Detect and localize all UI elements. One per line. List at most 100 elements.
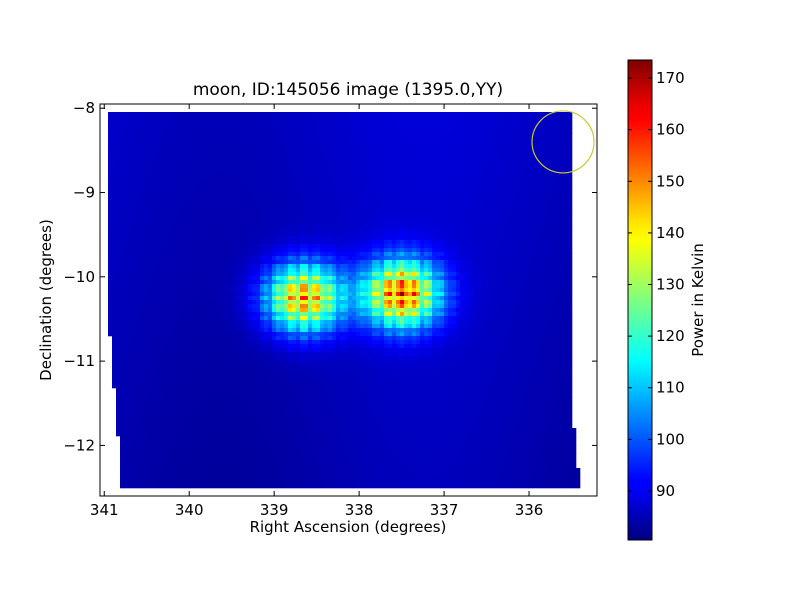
heatmap-cell	[396, 124, 401, 129]
heatmap-cell	[400, 164, 405, 169]
heatmap-cell	[144, 120, 149, 125]
heatmap-cell	[144, 280, 149, 285]
heatmap-cell	[216, 132, 221, 137]
heatmap-cell	[304, 124, 309, 129]
heatmap-cell	[172, 256, 177, 261]
heatmap-cell	[456, 156, 461, 161]
heatmap-cell	[496, 128, 501, 133]
heatmap-cell	[216, 124, 221, 129]
heatmap-cell	[188, 124, 193, 129]
heatmap-cell	[172, 160, 177, 165]
heatmap-cell	[420, 116, 425, 121]
heatmap-cell	[160, 132, 165, 137]
heatmap-cell	[436, 256, 441, 261]
heatmap-cell	[536, 276, 541, 281]
heatmap-cell	[196, 236, 201, 241]
heatmap-cell	[152, 164, 157, 169]
heatmap-cell	[192, 192, 197, 197]
heatmap-cell	[460, 236, 465, 241]
heatmap-cell	[408, 160, 413, 165]
heatmap-cell	[164, 160, 169, 165]
heatmap-cell	[376, 272, 381, 277]
heatmap-cell	[476, 196, 481, 201]
heatmap-cell	[168, 160, 173, 165]
heatmap-cell	[452, 256, 457, 261]
heatmap-cell	[112, 168, 117, 173]
heatmap-cell	[424, 196, 429, 201]
heatmap-cell	[352, 180, 357, 185]
heatmap-cell	[336, 144, 341, 149]
heatmap-cell	[428, 256, 433, 261]
heatmap-cell	[332, 152, 337, 157]
heatmap-cell	[492, 236, 497, 241]
heatmap-cell	[108, 176, 113, 181]
heatmap-cell	[160, 188, 165, 193]
heatmap-cell	[560, 132, 565, 137]
heatmap-cell	[460, 204, 465, 209]
heatmap-cell	[376, 132, 381, 137]
heatmap-cell	[292, 208, 297, 213]
heatmap-cell	[372, 132, 377, 137]
heatmap-cell	[536, 220, 541, 225]
heatmap-cell	[324, 136, 329, 141]
heatmap-cell	[452, 192, 457, 197]
heatmap-cell	[340, 200, 345, 205]
heatmap-cell	[116, 268, 121, 273]
heatmap-cell	[316, 164, 321, 169]
heatmap-cell	[536, 176, 541, 181]
heatmap-cell	[472, 116, 477, 121]
heatmap-cell	[280, 240, 285, 245]
heatmap-cell	[568, 240, 573, 245]
heatmap-cell	[264, 136, 269, 141]
heatmap-cell	[388, 268, 393, 273]
heatmap-cell	[480, 124, 485, 129]
heatmap-cell	[240, 156, 245, 161]
heatmap-cell	[492, 132, 497, 137]
heatmap-cell	[524, 260, 529, 265]
heatmap-cell	[468, 168, 473, 173]
heatmap-cell	[212, 264, 217, 269]
heatmap-cell	[120, 140, 125, 145]
heatmap-cell	[220, 172, 225, 177]
heatmap-cell	[316, 188, 321, 193]
heatmap-cell	[204, 256, 209, 261]
heatmap-cell	[444, 144, 449, 149]
heatmap-cell	[448, 156, 453, 161]
heatmap-cell	[236, 280, 241, 285]
heatmap-cell	[116, 176, 121, 181]
heatmap-cell	[444, 196, 449, 201]
heatmap-cell	[332, 236, 337, 241]
heatmap-cell	[156, 156, 161, 161]
heatmap-cell	[500, 180, 505, 185]
heatmap-cell	[168, 276, 173, 281]
heatmap-cell	[388, 208, 393, 213]
heatmap-cell	[508, 236, 513, 241]
heatmap-cell	[436, 148, 441, 153]
heatmap-cell	[332, 188, 337, 193]
heatmap-cell	[284, 204, 289, 209]
heatmap-cell	[196, 112, 201, 117]
heatmap-cell	[468, 116, 473, 121]
heatmap-cell	[216, 264, 221, 269]
heatmap-cell	[240, 264, 245, 269]
heatmap-cell	[116, 132, 121, 137]
heatmap-cell	[304, 148, 309, 153]
heatmap-cell	[376, 112, 381, 117]
heatmap-cell	[376, 220, 381, 225]
heatmap-cell	[144, 176, 149, 181]
heatmap-cell	[260, 236, 265, 241]
heatmap-cell	[264, 148, 269, 153]
heatmap-cell	[400, 224, 405, 229]
heatmap-cell	[256, 132, 261, 137]
heatmap-cell	[184, 244, 189, 249]
heatmap-cell	[548, 156, 553, 161]
heatmap-cell	[248, 116, 253, 121]
heatmap-cell	[308, 252, 313, 257]
heatmap-cell	[192, 276, 197, 281]
heatmap-cell	[324, 144, 329, 149]
heatmap-cell	[256, 112, 261, 117]
heatmap-cell	[192, 136, 197, 141]
heatmap-cell	[324, 156, 329, 161]
heatmap-cell	[244, 172, 249, 177]
heatmap-cell	[428, 132, 433, 137]
